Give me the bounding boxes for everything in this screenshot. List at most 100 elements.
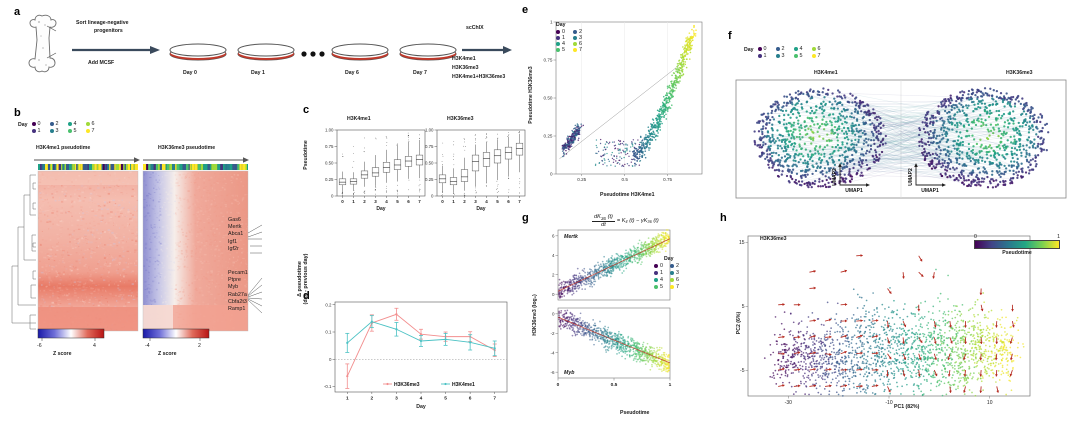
gene-label-ptpre: Ptpre [228,277,248,284]
svg-text:1: 1 [550,20,553,25]
svg-text:2: 2 [371,396,374,402]
pe-legend-7: 7 [573,47,582,53]
svg-text:6: 6 [507,199,510,204]
legend-dot-6 [86,122,90,126]
pg-legend-2: 2 [670,263,679,269]
svg-text:0: 0 [331,194,334,199]
pf-dot-4 [794,47,798,51]
legend-dot-7 [86,129,90,133]
pf-dot-7 [812,54,816,58]
svg-text:4: 4 [420,396,423,402]
colorbar-left [38,329,104,338]
svg-text:H3K4me1: H3K4me1 [452,382,475,388]
pf-legend-3: 3 [776,53,785,59]
pf-lab-6: 6 [818,46,821,52]
panel-h-colorbar [974,240,1060,249]
culture-dish-day0 [170,44,226,60]
pf-lab-3: 3 [782,53,785,59]
dish-label-day1: Day 1 [251,70,265,76]
svg-text:0.1: 0.1 [325,330,332,335]
svg-text:6: 6 [407,199,410,204]
pe-dot-0 [556,30,560,34]
pseudotime-arrow-right [143,157,249,163]
pf-lab-0: 0 [764,46,767,52]
colorbar-right-max: 2 [198,343,201,349]
legend-dot-3 [50,129,54,133]
panel-g-ylabel: H3K36me3 (log₂) [532,285,538,345]
svg-text:Day: Day [416,404,426,410]
scchix-arrow [462,46,512,54]
svg-text:0.25: 0.25 [544,134,553,139]
panel-h-colorbar-max: 1 [1057,234,1060,240]
legend-dot-0 [32,122,36,126]
row-dendrogram [12,175,36,329]
h3k4me1-pseudotime-title: H3K4me1 pseudotime [36,145,90,151]
panel-f-left-title: H3K4me1 [814,70,838,76]
panel-e-legend-title: Day [556,22,582,28]
gene-label-mertk: Mertk [228,224,243,231]
pe-dot-2 [573,30,577,34]
pf-legend-5: 5 [794,53,803,59]
panel-f-right-title: H3K36me3 [1006,70,1033,76]
pg-lab-3: 3 [676,270,679,276]
culture-dish-day1 [238,44,294,60]
panel-g-gene-top: Mertk [564,234,578,240]
pg-lab-1: 1 [660,270,663,276]
legend-item-day4: 4 [68,121,77,127]
svg-text:Day: Day [476,206,485,212]
colorbar-left-min: -6 [37,343,42,349]
pg-dot-1 [654,271,658,275]
pg-dot-7 [670,285,674,289]
pg-lab-6: 6 [676,277,679,283]
pf-legend-1: 1 [758,53,767,59]
heatmap-h3k4me1 [38,171,140,333]
svg-text:0.75: 0.75 [663,177,672,182]
legend-dot-1 [32,129,36,133]
h3k36me3-pseudotime-title: H3K36me3 pseudotime [158,145,215,151]
legend-item-day2: 2 [50,121,59,127]
legend-label-6: 6 [92,121,95,127]
panel-e-label: e [522,4,528,16]
panel-b-label: b [14,107,21,119]
panel-f: f Day 0 2 4 6 1 3 5 7 H3K4me1 H3K36me3 U… [718,0,1080,210]
svg-text:0: 0 [329,357,332,362]
legend-item-day0: 0 [32,121,41,127]
panel-a-label: a [14,6,20,18]
pf-dot-1 [758,54,762,58]
pg-dot-2 [670,264,674,268]
pe-dot-6 [573,42,577,46]
svg-text:0.75: 0.75 [325,144,334,149]
svg-text:0.50: 0.50 [544,96,553,101]
gene-label-ramp1: Ramp1 [228,306,248,313]
mark-label-1: H3K36me3 [452,65,479,71]
pe-dot-5 [556,48,560,52]
panel-g-xlabel: Pseudotime [620,410,649,416]
panel-g-legend: Day 0 2 1 3 4 6 5 7 [654,256,679,290]
panel-g-gene-bottom: Myb [564,370,574,376]
svg-text:1: 1 [452,199,455,204]
legend-label-5: 5 [74,128,77,134]
pg-legend-1: 1 [654,270,663,276]
svg-text:0: 0 [441,199,444,204]
legend-item-day1: 1 [32,128,41,134]
pf-lab-4: 4 [800,46,803,52]
pe-dot-7 [573,48,577,52]
svg-text:7: 7 [418,199,421,204]
pf-lab-5: 5 [800,53,803,59]
panel-g-legend-title: Day [664,256,679,262]
svg-text:4: 4 [385,199,388,204]
pg-dot-4 [654,278,658,282]
svg-text:5: 5 [396,199,399,204]
scchix-label: scChIX [466,25,484,31]
panel-e-xlabel: Pseudotime H3K4me1 [600,192,655,198]
colorbar-left-title: Z score [53,351,71,357]
panel-b-legend: Day 0 2 4 6 1 3 5 7 [18,121,95,134]
svg-text:-0.1: -0.1 [324,384,332,389]
pg-legend-6: 6 [670,277,679,283]
sort-label-line2: progenitors [94,28,123,34]
